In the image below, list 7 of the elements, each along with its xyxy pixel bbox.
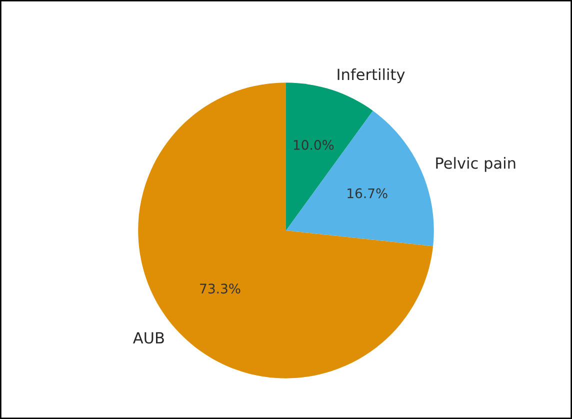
slice-label: Infertility <box>338 68 405 84</box>
pie-slice <box>286 110 434 246</box>
data-label: 10.0% <box>294 140 334 150</box>
slice-label: Pelvic pain <box>436 157 516 172</box>
data-label: 73.3% <box>200 284 240 294</box>
data-label: 16.7% <box>348 188 388 198</box>
slice-label: AUB <box>133 332 164 344</box>
